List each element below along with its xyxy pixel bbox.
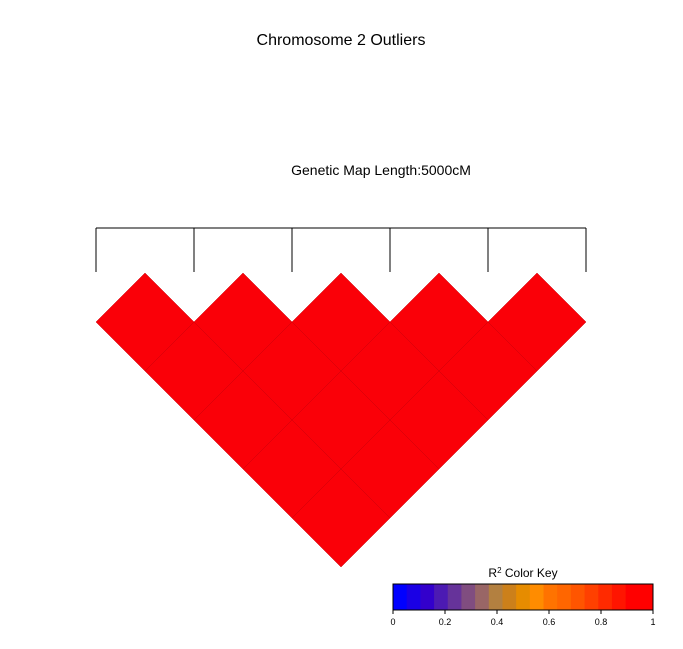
color-key-swatch xyxy=(434,584,449,610)
color-key-swatch xyxy=(529,584,545,610)
color-key-tick-label: 0.6 xyxy=(543,617,556,627)
color-key-tick-label: 0.8 xyxy=(595,617,608,627)
color-key-swatch xyxy=(406,584,421,610)
color-key-tick-label: 0.4 xyxy=(491,617,504,627)
color-key-swatch xyxy=(639,584,654,610)
color-key-title-rest: Color Key xyxy=(502,566,558,580)
color-key-tick-label: 0.2 xyxy=(439,617,452,627)
color-key-swatch xyxy=(598,584,613,610)
color-key-tick-label: 1 xyxy=(650,617,655,627)
color-key-ticks: 0 0.2 0.4 0.6 0.8 1 xyxy=(390,610,656,627)
color-key-swatch xyxy=(543,584,558,610)
color-key-swatch xyxy=(570,584,586,610)
color-key-title: R2 Color Key xyxy=(488,566,557,581)
color-key-swatch xyxy=(516,584,531,610)
color-key-swatch xyxy=(461,584,476,610)
color-key-bar xyxy=(392,583,654,611)
color-key-border xyxy=(392,583,654,611)
color-key-swatch xyxy=(488,584,503,610)
color-key-swatch xyxy=(420,584,435,610)
color-key-swatch xyxy=(557,584,572,610)
color-key-swatch xyxy=(393,584,408,610)
chart-title: Chromosome 2 Outliers xyxy=(257,32,426,49)
color-key-title-sup: 2 xyxy=(497,566,502,575)
marker-position-ruler xyxy=(95,227,587,272)
color-key-title-r: R xyxy=(488,566,497,580)
ld-cell xyxy=(291,468,391,568)
color-key-swatch xyxy=(447,584,462,610)
color-key: R2 Color Key 0 0.2 0.4 0.6 0.8 1 xyxy=(390,566,655,628)
color-key-swatch xyxy=(584,584,599,610)
color-key-swatch xyxy=(625,584,640,610)
chart-subtitle: Genetic Map Length:5000cM xyxy=(291,162,471,178)
color-key-swatch xyxy=(502,584,517,610)
color-key-swatch xyxy=(475,584,490,610)
color-key-tick-label: 0 xyxy=(390,617,395,627)
ld-cells xyxy=(95,272,587,568)
color-key-swatch xyxy=(611,584,627,610)
